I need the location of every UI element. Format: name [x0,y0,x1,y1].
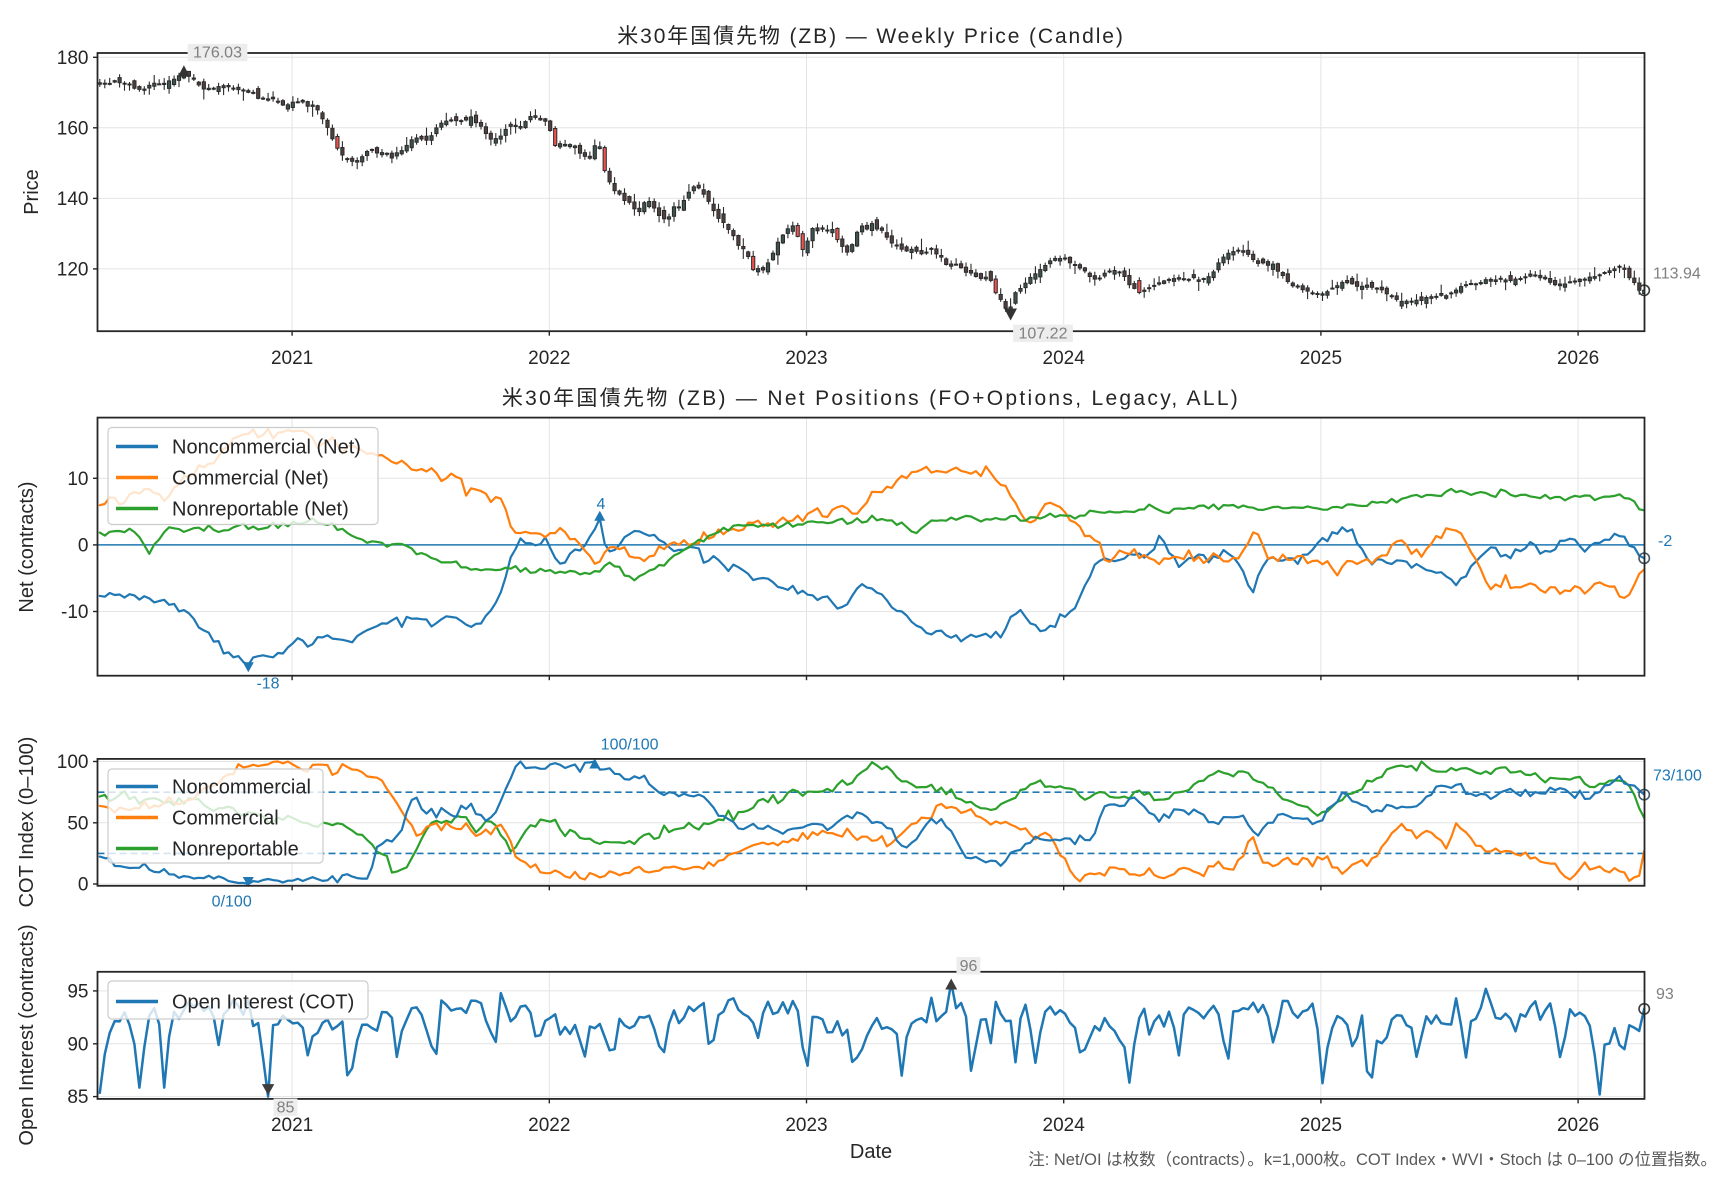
svg-text:2022: 2022 [528,348,570,369]
svg-text:85: 85 [277,1099,295,1116]
svg-text:Nonreportable: Nonreportable [172,839,299,861]
svg-text:Net (contracts): Net (contracts) [16,481,38,612]
svg-text:0: 0 [78,535,89,556]
svg-text:2025: 2025 [1300,348,1342,369]
svg-text:2023: 2023 [785,1115,827,1136]
svg-text:120: 120 [57,259,89,280]
svg-text:96: 96 [960,958,978,975]
svg-text:Open Interest (contracts): Open Interest (contracts) [16,924,38,1145]
svg-text:Nonreportable (Net): Nonreportable (Net) [172,499,349,521]
svg-text:米30年国債先物 (ZB) — Weekly Price (: 米30年国債先物 (ZB) — Weekly Price (Candle) [617,25,1125,48]
svg-text:85: 85 [67,1087,88,1108]
svg-text:10: 10 [67,469,88,490]
svg-text:Commercial: Commercial [172,808,279,830]
svg-text:0: 0 [78,875,89,896]
svg-text:93: 93 [1656,986,1674,1003]
svg-text:2026: 2026 [1557,1115,1599,1136]
svg-text:4: 4 [597,496,606,513]
svg-text:50: 50 [67,813,88,834]
svg-text:2021: 2021 [271,348,313,369]
svg-text:180: 180 [57,48,89,69]
svg-text:-2: -2 [1658,533,1672,550]
svg-text:160: 160 [57,118,89,139]
svg-text:Commercial (Net): Commercial (Net) [172,468,329,490]
svg-text:注: Net/OI は枚数（contracts）。k=1,0: 注: Net/OI は枚数（contracts）。k=1,000枚。COT In… [1028,1150,1717,1169]
svg-text:2024: 2024 [1043,1115,1086,1136]
svg-text:2024: 2024 [1043,348,1086,369]
svg-text:0/100: 0/100 [212,894,252,911]
svg-text:Noncommercial: Noncommercial [172,777,311,799]
svg-text:Price: Price [21,169,43,215]
svg-text:COT Index (0–100): COT Index (0–100) [16,737,38,908]
svg-text:-10: -10 [61,602,88,623]
svg-text:95: 95 [67,981,88,1002]
svg-text:2022: 2022 [528,1115,570,1136]
svg-text:-18: -18 [256,675,279,692]
svg-text:2026: 2026 [1557,348,1599,369]
svg-text:100: 100 [57,752,89,773]
svg-text:107.22: 107.22 [1019,325,1068,342]
svg-text:140: 140 [57,189,89,210]
svg-text:Date: Date [850,1141,892,1163]
svg-text:73/100: 73/100 [1653,768,1702,785]
svg-text:90: 90 [67,1034,88,1055]
svg-text:176.03: 176.03 [193,45,242,62]
svg-text:米30年国債先物 (ZB) — Net Positions: 米30年国債先物 (ZB) — Net Positions (FO+Option… [502,387,1240,410]
svg-text:Open Interest (COT): Open Interest (COT) [172,992,354,1014]
svg-text:Noncommercial (Net): Noncommercial (Net) [172,437,361,459]
svg-text:2023: 2023 [785,348,827,369]
svg-text:100/100: 100/100 [601,737,659,754]
svg-text:113.94: 113.94 [1653,266,1701,283]
svg-text:2025: 2025 [1300,1115,1342,1136]
svg-text:2021: 2021 [271,1115,313,1136]
